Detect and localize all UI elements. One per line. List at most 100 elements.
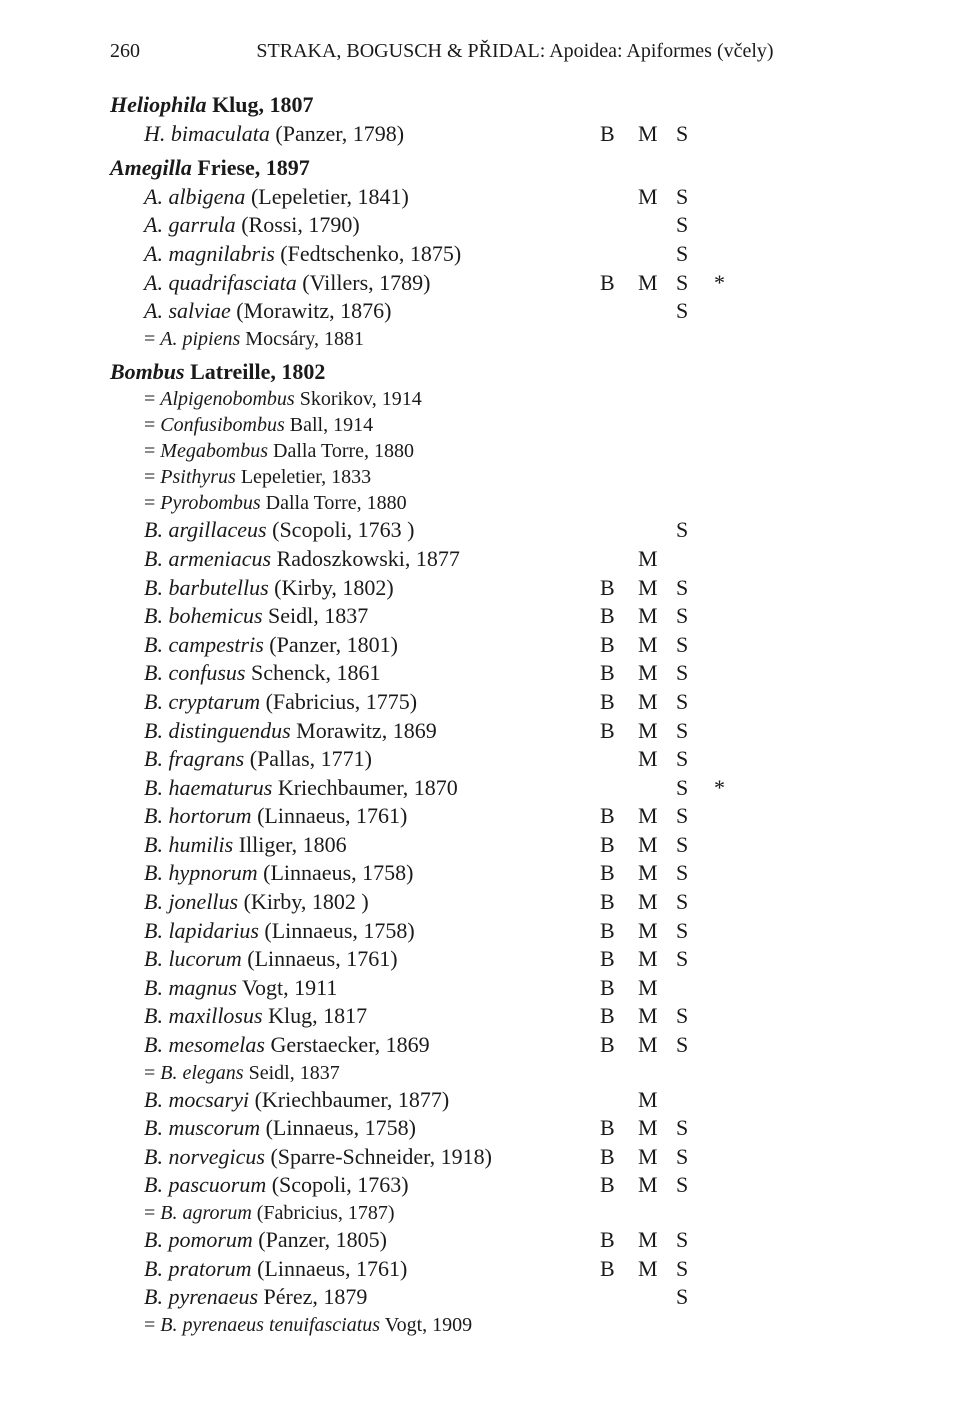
code-s: S [676,802,714,831]
species-row: H. bimaculata (Panzer, 1798)BMS [110,120,850,149]
species-row: B. haematurus Kriechbaumer, 1870S* [110,774,850,803]
species-row: B. humilis Illiger, 1806BMS [110,831,850,860]
code-s: S [676,717,714,746]
code-s: S [676,659,714,688]
taxon-name: B. fragrans (Pallas, 1771) [110,745,600,774]
code-s: S [676,516,714,545]
code-m: M [638,1255,676,1284]
code-m: M [638,945,676,974]
taxon-name: B. pascuorum (Scopoli, 1763) [110,1171,600,1200]
species-row: B. argillaceus (Scopoli, 1763 ) S [110,516,850,545]
genus-row: Heliophila Klug, 1807 [110,91,850,120]
code-s: S [676,859,714,888]
code-m: M [638,717,676,746]
synonym-row: = Psithyrus Lepeletier, 1833 [110,464,850,490]
species-row: B. maxillosus Klug, 1817BMS [110,1002,850,1031]
code-s: S [676,183,714,212]
code-b: B [600,1143,638,1172]
species-row: B. muscorum (Linnaeus, 1758)BMS [110,1114,850,1143]
code-m: M [638,1114,676,1143]
taxon-name: B. bohemicus Seidl, 1837 [110,602,600,631]
taxon-name: B. pomorum (Panzer, 1805) [110,1226,600,1255]
species-row: B. fragrans (Pallas, 1771) MS [110,745,850,774]
code-s: S [676,602,714,631]
species-row: B. barbutellus (Kirby, 1802)BMS [110,574,850,603]
taxon-name: = Alpigenobombus Skorikov, 1914 [110,386,600,412]
code-m: M [638,974,676,1003]
taxon-name: A. albigena (Lepeletier, 1841) [110,183,600,212]
taxon-name: = B. agrorum (Fabricius, 1787) [110,1200,600,1226]
synonym-row: = B. agrorum (Fabricius, 1787) [110,1200,850,1226]
taxon-name: B. mesomelas Gerstaecker, 1869 [110,1031,600,1060]
code-m: M [638,745,676,774]
code-s: S [676,1031,714,1060]
taxon-name: Amegilla Friese, 1897 [110,154,600,183]
code-s: S [676,297,714,326]
species-row: A. albigena (Lepeletier, 1841) MS [110,183,850,212]
taxon-name: B. lapidarius (Linnaeus, 1758) [110,917,600,946]
code-s: S [676,1143,714,1172]
code-b: B [600,602,638,631]
code-s: S [676,574,714,603]
code-b: B [600,831,638,860]
code-s: S [676,688,714,717]
code-s: S [676,945,714,974]
code-s: S [676,774,714,803]
code-m: M [638,859,676,888]
code-m: M [638,602,676,631]
taxon-name: B. hortorum (Linnaeus, 1761) [110,802,600,831]
species-row: B. cryptarum (Fabricius, 1775)BMS [110,688,850,717]
species-row: B. hypnorum (Linnaeus, 1758)BMS [110,859,850,888]
code-m: M [638,545,676,574]
taxon-name: B. humilis Illiger, 1806 [110,831,600,860]
taxon-name: B. magnus Vogt, 1911 [110,974,600,1003]
taxon-name: B. norvegicus (Sparre-Schneider, 1918) [110,1143,600,1172]
code-m: M [638,120,676,149]
code-b: B [600,659,638,688]
code-s: S [676,1171,714,1200]
species-row: B. distinguendus Morawitz, 1869BMS [110,717,850,746]
code-m: M [638,631,676,660]
code-b: B [600,1255,638,1284]
species-row: B. pyrenaeus Pérez, 1879S [110,1283,850,1312]
code-b: B [600,802,638,831]
taxon-name: B. cryptarum (Fabricius, 1775) [110,688,600,717]
taxon-name: Heliophila Klug, 1807 [110,91,600,120]
code-s: S [676,1114,714,1143]
code-b: B [600,269,638,298]
page: 260 STRAKA, BOGUSCH & PŘIDAL: Apoidea: A… [0,0,960,1427]
taxon-name: = Megabombus Dalla Torre, 1880 [110,438,600,464]
species-row: B. bohemicus Seidl, 1837BMS [110,602,850,631]
code-b: B [600,1114,638,1143]
code-s: S [676,745,714,774]
code-m: M [638,1086,676,1115]
code-b: B [600,1002,638,1031]
code-s: S [676,120,714,149]
code-s: S [676,631,714,660]
code-s: S [676,269,714,298]
taxon-name: = B. pyrenaeus tenuifasciatus Vogt, 1909 [110,1312,600,1338]
code-m: M [638,1143,676,1172]
code-m: M [638,688,676,717]
taxon-name: H. bimaculata (Panzer, 1798) [110,120,600,149]
species-row: B. armeniacus Radoszkowski, 1877M [110,545,850,574]
synonym-row: = Megabombus Dalla Torre, 1880 [110,438,850,464]
code-b: B [600,574,638,603]
taxon-name: B. argillaceus (Scopoli, 1763 ) [110,516,600,545]
taxon-name: B. lucorum (Linnaeus, 1761) [110,945,600,974]
code-s: S [676,831,714,860]
species-row: A. salviae (Morawitz, 1876)S [110,297,850,326]
taxon-name: A. quadrifasciata (Villers, 1789) [110,269,600,298]
code-b: B [600,974,638,1003]
synonym-row: = Pyrobombus Dalla Torre, 1880 [110,490,850,516]
code-m: M [638,183,676,212]
code-b: B [600,1226,638,1255]
code-m: M [638,1171,676,1200]
species-row: B. pascuorum (Scopoli, 1763)BMS [110,1171,850,1200]
code-s: S [676,1226,714,1255]
code-s: S [676,888,714,917]
code-b: B [600,917,638,946]
running-title: STRAKA, BOGUSCH & PŘIDAL: Apoidea: Apifo… [180,40,850,63]
species-row: B. confusus Schenck, 1861BMS [110,659,850,688]
synonym-row: = A. pipiens Mocsáry, 1881 [110,326,850,352]
